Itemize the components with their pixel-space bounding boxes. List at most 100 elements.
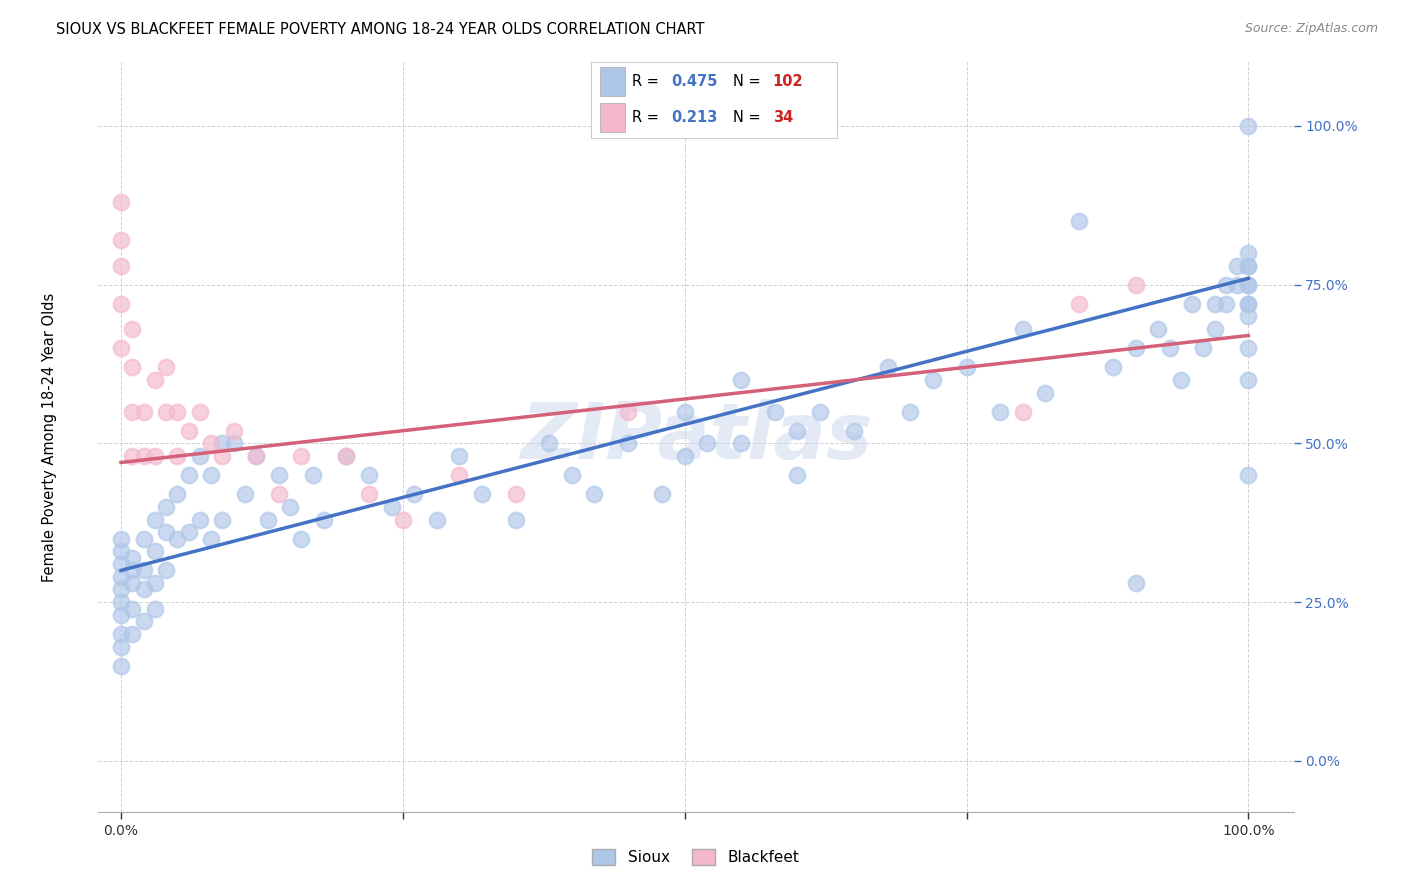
Point [842,424,865,438]
Point [166,405,188,419]
Point [211,436,233,450]
Point [538,436,561,450]
Point [955,360,977,375]
Point [990,405,1012,419]
Point [121,563,143,577]
Point [1237,277,1260,292]
Text: R =: R = [633,111,664,125]
Point [1237,259,1260,273]
Point [110,341,132,355]
Point [1069,214,1091,228]
Text: SIOUX VS BLACKFEET FEMALE POVERTY AMONG 18-24 YEAR OLDS CORRELATION CHART: SIOUX VS BLACKFEET FEMALE POVERTY AMONG … [56,22,704,37]
Point [876,360,898,375]
Point [143,544,166,558]
Point [617,436,640,450]
Point [278,500,301,514]
Point [267,487,290,501]
Point [505,487,527,501]
Text: 34: 34 [773,111,793,125]
Point [188,513,211,527]
Point [110,627,132,641]
Point [1215,277,1237,292]
Point [1181,297,1204,311]
Point [121,449,143,463]
Point [1237,277,1260,292]
Text: 0.475: 0.475 [672,74,718,89]
Point [110,570,132,584]
Point [561,468,583,483]
Text: N =: N = [734,111,765,125]
Point [121,627,143,641]
Text: ZIPatlas: ZIPatlas [520,399,872,475]
Point [1125,341,1147,355]
Point [177,424,200,438]
Point [1170,373,1192,387]
Point [188,449,211,463]
Point [132,532,155,546]
Point [233,487,256,501]
Point [110,595,132,609]
Point [1012,322,1035,336]
Point [110,658,132,673]
Point [155,405,177,419]
Point [177,468,200,483]
Text: 0.213: 0.213 [672,111,718,125]
Point [392,513,415,527]
Point [898,405,921,419]
Text: R =: R = [633,74,664,89]
Point [1237,341,1260,355]
Bar [600,67,624,95]
Point [143,513,166,527]
Point [1147,322,1170,336]
Point [200,436,222,450]
Point [1237,246,1260,260]
Point [1012,405,1035,419]
Point [121,601,143,615]
Point [1226,277,1249,292]
Bar [600,103,624,132]
Point [188,405,211,419]
Point [1237,297,1260,311]
Point [222,436,245,450]
Point [143,449,166,463]
Point [1102,360,1125,375]
Point [110,607,132,622]
Point [921,373,943,387]
Point [1215,297,1237,311]
Text: 102: 102 [773,74,803,89]
Point [166,532,188,546]
Point [245,449,267,463]
Text: N =: N = [734,74,765,89]
Point [256,513,278,527]
Point [155,500,177,514]
Point [222,424,245,438]
Point [155,360,177,375]
Point [1069,297,1091,311]
Legend: Sioux, Blackfeet: Sioux, Blackfeet [586,843,806,871]
Point [121,550,143,565]
Point [1035,385,1057,400]
Point [155,525,177,540]
Point [651,487,673,501]
Point [211,513,233,527]
Point [110,557,132,571]
Point [132,449,155,463]
Point [132,563,155,577]
Point [696,436,718,450]
Point [110,640,132,654]
Point [357,468,380,483]
Point [335,449,357,463]
Point [786,424,808,438]
Point [1237,259,1260,273]
Point [1226,259,1249,273]
Point [143,373,166,387]
Point [335,449,357,463]
Point [121,576,143,591]
Point [166,487,188,501]
Point [426,513,449,527]
Point [505,513,527,527]
Point [155,563,177,577]
Y-axis label: Female Poverty Among 18-24 Year Olds: Female Poverty Among 18-24 Year Olds [42,293,56,582]
Point [1125,576,1147,591]
Point [110,532,132,546]
